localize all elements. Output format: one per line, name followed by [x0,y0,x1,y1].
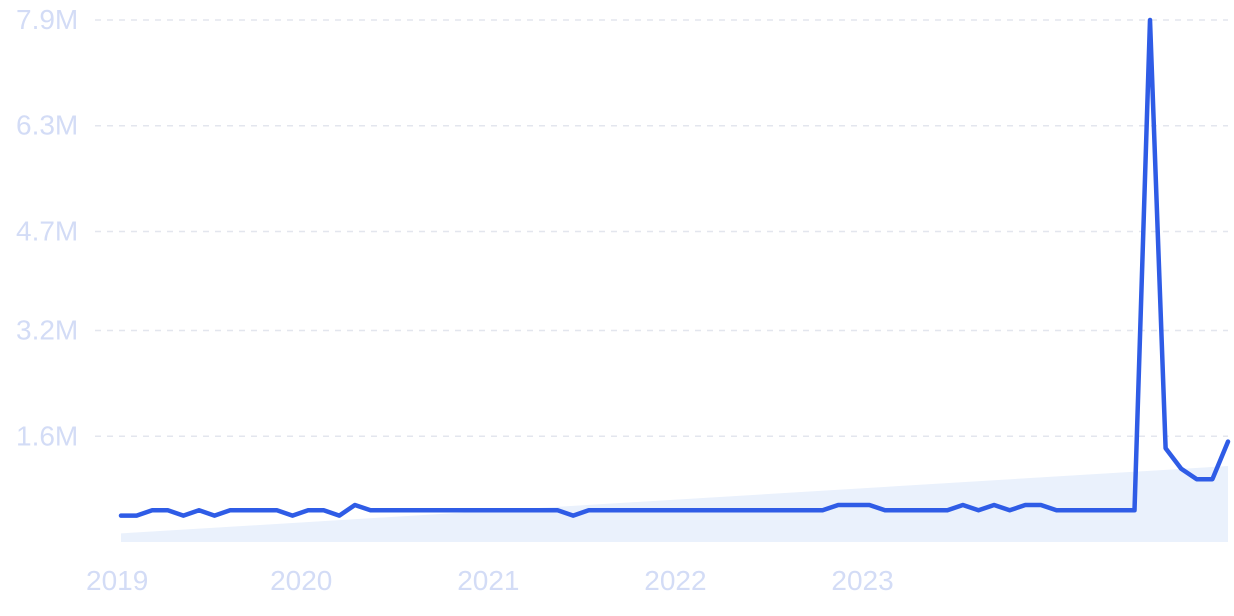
x-tick-label: 2023 [831,565,893,596]
y-axis-ticks: 1.6M 3.2M 4.7M 6.3M 7.9M [16,4,78,451]
trend-area [121,466,1228,542]
x-tick-label: 2021 [457,565,519,596]
x-tick-label: 2019 [86,565,148,596]
x-tick-label: 2020 [270,565,332,596]
x-axis-ticks: 2019 2020 2021 2022 2023 [86,565,894,596]
y-tick-label: 4.7M [16,215,78,246]
y-tick-label: 7.9M [16,4,78,35]
x-tick-label: 2022 [644,565,706,596]
y-tick-label: 6.3M [16,110,78,141]
gridlines [95,19,1228,438]
y-tick-label: 1.6M [16,420,78,451]
y-tick-label: 3.2M [16,315,78,346]
series-line [118,17,1231,518]
